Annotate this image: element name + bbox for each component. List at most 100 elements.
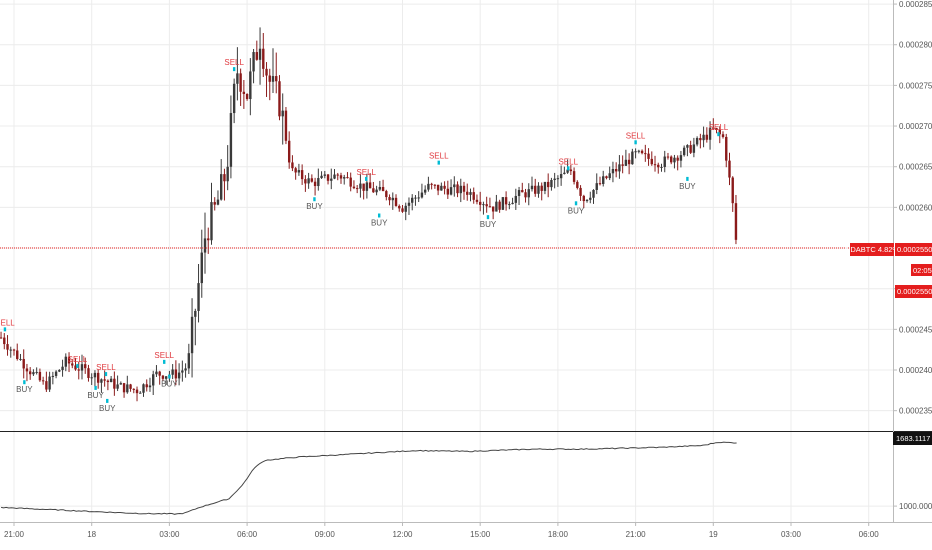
candle-body — [388, 197, 391, 201]
candle-body — [343, 177, 346, 179]
candle-body — [336, 174, 339, 176]
grid — [0, 0, 893, 525]
candle-body — [721, 134, 725, 137]
candle-body — [35, 371, 38, 373]
candle-body — [589, 197, 592, 200]
candle-body — [540, 185, 543, 191]
countdown-value: 02:05 — [913, 266, 932, 275]
price-tick-label: 0.00026500 — [899, 163, 932, 172]
signal-marker — [567, 166, 570, 171]
candle-body — [715, 128, 718, 130]
signal-marker — [104, 372, 108, 377]
time-axis[interactable]: 21:00 18 03:00 06:00 09:00 12:00 15:00 18:00 21:… — [4, 522, 879, 539]
candle-body — [731, 177, 734, 204]
price-tick-label: 0.00027500 — [899, 81, 932, 90]
candle-body — [330, 178, 333, 181]
time-tick-label: 03:00 — [781, 530, 802, 539]
sell-signal: SELL — [154, 351, 174, 360]
candle-body — [326, 174, 330, 181]
candle-body — [61, 366, 64, 371]
candle-body — [381, 187, 385, 192]
candle-body — [572, 171, 576, 182]
candle-body — [84, 364, 87, 369]
candle-body — [485, 204, 488, 207]
candle-body — [508, 204, 511, 206]
price-axis[interactable]: 0.00028500 0.00028000 0.00027500 0.00027000… — [893, 0, 932, 416]
candle-body — [637, 150, 641, 152]
candle-body — [521, 190, 524, 193]
candle-body — [339, 175, 343, 179]
candle-body — [145, 384, 148, 388]
candle-body — [527, 189, 530, 198]
candle-body — [394, 197, 398, 206]
price-tick-label: 0.00026000 — [899, 203, 932, 212]
candle-body — [58, 370, 61, 372]
candle-body — [682, 147, 686, 156]
candle-body — [689, 145, 692, 153]
candle-body — [32, 372, 35, 375]
candle-body — [479, 201, 482, 205]
candle-body — [566, 169, 569, 173]
candle-body — [443, 185, 446, 189]
candle-body — [705, 134, 709, 140]
candle-body — [550, 180, 553, 188]
candle-body — [45, 381, 48, 390]
signal-marker — [365, 176, 368, 181]
candle-body — [504, 197, 508, 205]
candle-body — [187, 353, 191, 369]
candle-body — [372, 188, 375, 193]
sell-signal: SELL — [224, 58, 244, 67]
candle-body — [232, 83, 236, 114]
candle-body — [333, 174, 336, 179]
candle-body — [294, 168, 297, 173]
candle-body — [220, 174, 223, 200]
candle-body — [666, 156, 670, 158]
price-tick-label: 0.00024000 — [899, 366, 932, 375]
candle-body — [660, 166, 663, 168]
candle-body — [317, 178, 320, 187]
candle-body — [456, 184, 459, 194]
candle-body — [618, 164, 621, 172]
indicator-tick-label: 1000.0000 — [899, 502, 932, 511]
candle-body — [51, 375, 55, 377]
indicator-axis[interactable]: 1000.0000 — [893, 502, 932, 511]
candle-body — [126, 384, 129, 393]
candle-body — [346, 177, 349, 179]
buy-signal: BUY — [480, 220, 497, 229]
candle-body — [595, 183, 598, 190]
candle-body — [592, 189, 595, 198]
candle-body — [22, 358, 25, 369]
candle-body — [265, 68, 268, 76]
candle-body — [414, 197, 417, 199]
signal-marker — [232, 67, 236, 72]
candle-body — [472, 192, 475, 200]
time-tick-label: 03:00 — [159, 530, 180, 539]
buy-signal: BUY — [306, 202, 323, 211]
candle-body — [611, 169, 615, 174]
candle-body — [96, 372, 100, 383]
candle-body — [631, 151, 634, 165]
candle-body — [368, 182, 372, 189]
candle-body — [411, 197, 414, 203]
sell-signal: SELL — [68, 355, 88, 364]
buy-signal: BUY — [679, 182, 696, 191]
signal-marker — [106, 398, 109, 403]
candle-body — [699, 138, 702, 141]
candle-body — [352, 186, 356, 189]
candle-body — [164, 376, 168, 379]
candle-body — [598, 183, 602, 185]
candle-body — [229, 113, 233, 167]
second-value-box — [895, 285, 932, 298]
candle-body — [537, 185, 540, 194]
candle-body — [534, 185, 537, 194]
candle-body — [676, 157, 679, 161]
candle-body — [252, 52, 255, 72]
candle-body — [491, 206, 495, 212]
candle-body — [605, 176, 608, 179]
candle-body — [38, 371, 42, 381]
candle-body — [427, 183, 430, 190]
candle-body — [0, 337, 3, 339]
